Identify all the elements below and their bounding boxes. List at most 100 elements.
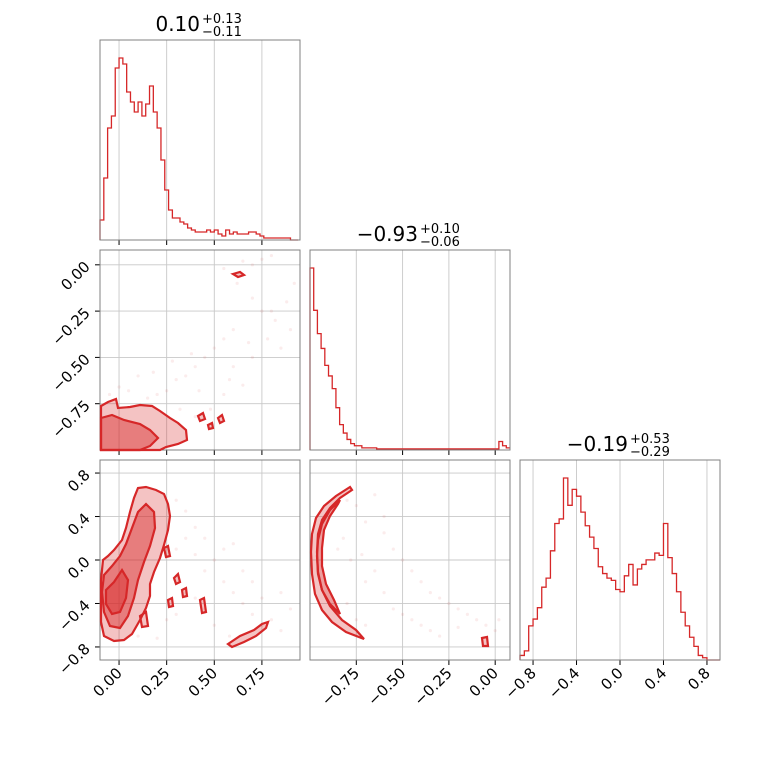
sample-point [279, 629, 283, 633]
sample-point [419, 623, 423, 627]
y-tick-label: −0.25 [48, 304, 93, 349]
sample-point [203, 536, 207, 540]
sample-point [373, 569, 377, 573]
sample-point [231, 542, 235, 546]
histogram-step [519, 477, 720, 661]
sample-point [227, 634, 232, 638]
sample-point [227, 378, 232, 382]
y-tick-label: −0.50 [48, 350, 93, 395]
hist-param-2: −0.8 −0.4 0.0 0.4 0.8 [501, 459, 721, 703]
sample-point [438, 596, 442, 600]
sample-point [349, 558, 353, 562]
sample-point [208, 407, 213, 411]
sample-point [107, 392, 112, 397]
contour-crescent [309, 485, 365, 641]
contours-param-2-vs-1 [309, 485, 490, 648]
sample-point [382, 531, 386, 535]
x-tick-label: −0.75 [318, 664, 363, 709]
sample-point [292, 281, 296, 285]
sample-point [178, 407, 182, 411]
title-param-0: 0.10 +0.13 −0.11 [155, 12, 241, 40]
sample-point [373, 493, 377, 497]
sample-point [250, 580, 254, 584]
sample-point [273, 318, 277, 322]
contour-inner [100, 502, 157, 630]
sample-point [193, 525, 197, 529]
x-tick-label: −0.50 [364, 664, 409, 709]
sample-point [222, 580, 226, 584]
sample-point [193, 552, 197, 557]
sample-point [174, 498, 178, 502]
contour-core [104, 567, 130, 616]
axes-frame [309, 249, 511, 451]
sample-point [235, 281, 239, 285]
sample-point [246, 340, 251, 345]
sample-point [400, 612, 405, 616]
title-param-1: −0.93 +0.10 −0.06 [357, 222, 460, 250]
sample-point [193, 365, 197, 369]
sample-point [363, 580, 368, 584]
contour-island [230, 270, 247, 279]
sample-point [250, 355, 254, 360]
x-tick-label: 0.4 [641, 664, 671, 694]
sample-point [382, 514, 386, 519]
sample-point [117, 385, 121, 389]
y-tick-label: −0.4 [55, 596, 93, 634]
x-tick-label: 0.8 [684, 664, 714, 694]
sample-point [222, 392, 226, 397]
sample-point [203, 355, 207, 360]
sample-point [250, 263, 254, 267]
histogram-step [99, 57, 299, 241]
sample-point [354, 618, 358, 622]
sample-point [336, 547, 340, 551]
sample-point [363, 520, 368, 524]
sample-point [212, 346, 216, 350]
sample-point [136, 634, 140, 638]
axes-frame [309, 459, 511, 661]
sample-point [197, 389, 201, 393]
x-tick-label: −0.8 [501, 664, 539, 702]
sample-point [184, 374, 188, 378]
sample-point [146, 396, 150, 400]
sample-point [266, 337, 270, 341]
sample-point [174, 612, 178, 616]
y-tick-label: 0.8 [64, 466, 94, 496]
sample-point [203, 569, 207, 573]
contour-island [166, 596, 175, 609]
contour-island [172, 571, 182, 586]
sample-point [465, 612, 470, 616]
title-0-plus: +0.13 [202, 12, 242, 27]
sample-point [193, 415, 197, 419]
sample-point [231, 591, 235, 595]
sample-point [212, 558, 216, 562]
sample-point [260, 596, 264, 600]
sample-point [484, 623, 488, 627]
sample-point [269, 309, 274, 313]
sample-point [285, 300, 289, 304]
contour-outer [99, 485, 172, 643]
sample-point [155, 636, 159, 640]
sample-point [279, 591, 283, 595]
sample-point [260, 257, 264, 261]
axes-frame [99, 39, 301, 241]
sample-point [269, 618, 274, 622]
sample-point [497, 618, 501, 622]
y-tick-label: 0.4 [64, 509, 94, 539]
x-tick-label: −0.25 [410, 664, 455, 709]
sample-point [174, 547, 178, 551]
sample-point [341, 536, 345, 540]
sample-point [250, 612, 254, 616]
sample-point [410, 618, 414, 622]
sample-point [151, 370, 155, 374]
sample-point [493, 629, 497, 633]
sample-point [222, 547, 226, 551]
sample-point [165, 618, 169, 622]
sample-point [250, 296, 254, 300]
title-0-minus: −0.11 [202, 25, 242, 40]
sample-point [241, 383, 245, 387]
sample-point [391, 607, 395, 611]
axes-frame [99, 459, 301, 661]
title-1-plus: +0.10 [420, 222, 460, 237]
sample-point [400, 558, 405, 562]
